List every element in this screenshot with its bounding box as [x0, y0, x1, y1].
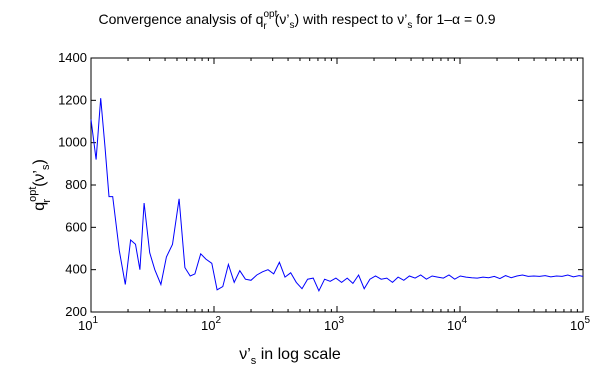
- x-tick-exp: 1: [92, 315, 98, 326]
- xlabel-sub: s: [251, 355, 257, 367]
- title-mid1: (ν’: [275, 11, 290, 27]
- title-sub1: r: [263, 21, 267, 32]
- ylabel-arg: (ν’: [31, 170, 48, 187]
- xlabel-suffix: in log scale: [256, 346, 341, 363]
- y-tick-label: 1000: [58, 135, 87, 150]
- x-tick-label: 104: [447, 315, 467, 333]
- ylabel-sup: opt: [27, 187, 39, 202]
- ticks: [90, 57, 584, 313]
- x-tick-exp: 5: [584, 315, 590, 326]
- x-tick-exp: 2: [215, 315, 221, 326]
- y-tick-label: 200: [65, 304, 87, 319]
- title-sup1: opt: [263, 9, 277, 20]
- plot-area: [90, 57, 584, 313]
- ylabel-argsub: s: [40, 164, 52, 170]
- y-tick-label: 600: [65, 219, 87, 234]
- title-prefix: Convergence analysis of q: [98, 11, 263, 27]
- title-sub3: s: [407, 20, 412, 31]
- x-tick-labels: 101 102 103 104 105: [78, 315, 590, 333]
- ylabel-main: q: [31, 202, 48, 211]
- y-tick-labels: 200 400 600 800 1000 1200 1400: [58, 50, 87, 319]
- x-tick-base: 10: [201, 318, 215, 333]
- series-group: [90, 98, 584, 292]
- x-tick-base: 10: [570, 318, 584, 333]
- x-tick-label: 103: [324, 315, 344, 333]
- x-tick-base: 10: [447, 318, 461, 333]
- title-sub2: s: [290, 20, 295, 31]
- x-tick-label: 105: [570, 315, 590, 333]
- x-axis-label: ν’s in log scale: [239, 346, 341, 367]
- x-tick-base: 10: [78, 318, 92, 333]
- y-tick-label: 1200: [58, 92, 87, 107]
- y-tick-label: 400: [65, 262, 87, 277]
- ylabel-close: ): [31, 159, 48, 164]
- y-tick-label: 1400: [58, 50, 87, 65]
- y-axis-label: qopt r (ν’s): [27, 159, 53, 211]
- title-suffix: for 1–α = 0.9: [412, 11, 495, 27]
- chart-title: Convergence analysis of qopt r (ν’s) with …: [98, 9, 495, 32]
- xlabel-main: ν’: [239, 346, 251, 363]
- x-tick-label: 101: [78, 315, 98, 333]
- x-tick-exp: 4: [461, 315, 467, 326]
- x-tick-label: 102: [201, 315, 221, 333]
- series-line: [90, 98, 584, 292]
- x-tick-base: 10: [324, 318, 338, 333]
- title-mid2: ) with respect to ν’: [295, 11, 408, 27]
- y-tick-label: 800: [65, 177, 87, 192]
- x-tick-exp: 3: [338, 315, 344, 326]
- ylabel-sub: r: [41, 199, 53, 203]
